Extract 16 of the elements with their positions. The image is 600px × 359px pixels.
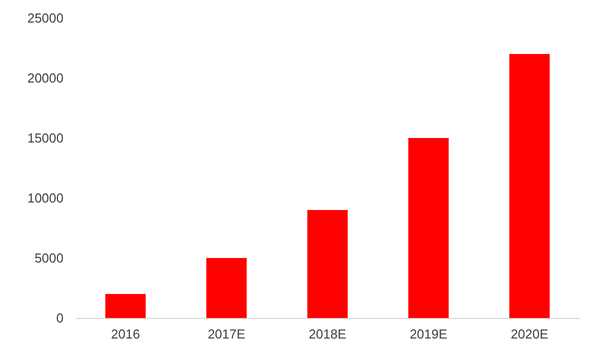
bar (105, 294, 146, 318)
bar (509, 54, 550, 318)
bar (206, 258, 247, 318)
y-tick-label: 25000 (27, 10, 64, 26)
y-tick-label: 10000 (27, 190, 64, 206)
y-tick-label: 0 (56, 310, 64, 326)
x-tick-label: 2020E (510, 326, 549, 342)
x-tick-label: 2018E (308, 326, 347, 342)
bar (408, 138, 449, 318)
x-tick-label: 2017E (208, 326, 246, 342)
y-tick-label: 15000 (27, 130, 64, 146)
y-tick-label: 20000 (27, 70, 64, 86)
y-tick-label: 5000 (34, 250, 64, 266)
bar (307, 210, 348, 318)
x-tick-label: 2016 (111, 326, 140, 342)
x-tick-label: 2019E (410, 326, 448, 342)
